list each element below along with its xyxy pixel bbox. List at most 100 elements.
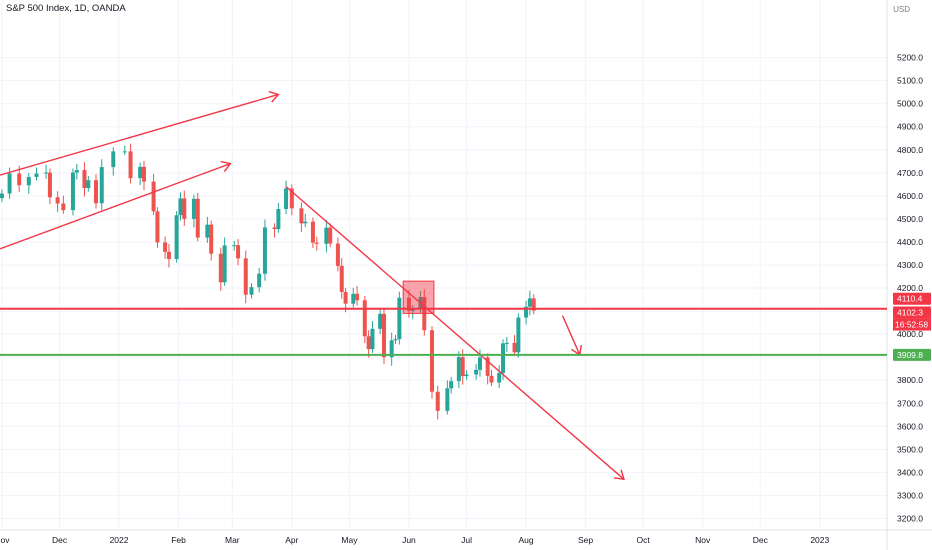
candle-body — [435, 391, 440, 411]
projection-arrow — [561, 315, 581, 356]
candle-body — [381, 313, 386, 358]
x-tick-label: 2022 — [110, 535, 129, 545]
candle-body — [70, 172, 75, 211]
channel-lower-arrow — [0, 162, 231, 250]
candle-body — [128, 151, 133, 179]
y-tick-label: 3700.0 — [897, 398, 923, 408]
currency-label: USD — [893, 5, 910, 14]
x-tick-label: 2023 — [810, 535, 829, 545]
candle-body — [55, 197, 60, 204]
y-tick-label: 4900.0 — [897, 122, 923, 132]
candle-body — [141, 166, 146, 182]
candle-body — [272, 227, 277, 230]
countdown-tag-bg — [893, 318, 931, 331]
candle-body — [355, 293, 360, 301]
candle-body — [324, 227, 329, 244]
candle-body — [289, 188, 294, 209]
candle-body — [276, 209, 281, 230]
x-tick-label: Dec — [753, 535, 769, 545]
candle-body — [44, 172, 49, 174]
candle-body — [0, 193, 4, 199]
candle-body — [257, 273, 262, 288]
x-tick-label: Aug — [518, 535, 533, 545]
candle-body — [370, 328, 375, 350]
candle-body — [328, 227, 333, 244]
resistance-price-tag: 4110.4 — [897, 294, 923, 304]
x-tick-label: Jun — [402, 535, 416, 545]
y-tick-label: 4000.0 — [897, 329, 923, 339]
candle-body — [232, 245, 237, 247]
candle-body — [343, 291, 348, 304]
candle-body — [516, 317, 521, 353]
y-tick-label: 4500.0 — [897, 214, 923, 224]
y-tick-label: 4400.0 — [897, 237, 923, 247]
candle-body — [26, 176, 31, 186]
candle-body — [209, 224, 214, 254]
downtrend-arrow-head — [613, 469, 625, 481]
downtrend-arrow — [285, 186, 625, 480]
candle-body — [477, 357, 482, 370]
candle-body — [445, 388, 450, 411]
candle-body — [501, 343, 506, 374]
candle-body — [195, 198, 200, 238]
last-price-tag-bg — [893, 306, 931, 319]
candle-body — [82, 170, 87, 189]
candle-body — [310, 221, 315, 243]
candle-body — [335, 243, 340, 266]
x-tick-label: Nov — [0, 535, 10, 545]
candle-body — [86, 180, 91, 189]
candle-body — [47, 172, 52, 198]
candle-body — [218, 253, 223, 283]
candle-body — [299, 208, 304, 224]
x-tick-label: Dec — [52, 535, 68, 545]
candle-body — [314, 242, 319, 244]
candle-body — [174, 215, 179, 260]
candle-body — [249, 287, 254, 295]
y-tick-label: 3600.0 — [897, 421, 923, 431]
candle-body — [504, 342, 509, 344]
x-tick-label: Mar — [225, 535, 240, 545]
candle-body — [531, 298, 536, 311]
candle-body — [205, 224, 210, 238]
candle-body — [111, 151, 116, 168]
candle-body — [406, 297, 411, 311]
channel-lower-arrow-head — [220, 160, 232, 172]
candle-body — [303, 221, 308, 224]
y-tick-label: 4600.0 — [897, 191, 923, 201]
candle-body — [74, 170, 79, 173]
support-price-tag: 3909.8 — [897, 350, 923, 360]
y-tick-label: 3500.0 — [897, 444, 923, 454]
candle-body — [155, 211, 160, 243]
candle-body — [512, 342, 517, 353]
candle-body — [397, 297, 402, 340]
y-tick-label: 4300.0 — [897, 260, 923, 270]
y-tick-label: 3200.0 — [897, 513, 923, 523]
candle-body — [182, 198, 187, 219]
candle-body — [527, 298, 532, 307]
candle-body — [236, 245, 241, 259]
support-price-tag-bg — [893, 348, 931, 361]
candle-body — [378, 313, 383, 329]
x-tick-label: Sep — [578, 535, 593, 545]
channel-upper-arrow — [0, 93, 279, 176]
candle-body — [464, 374, 469, 377]
candle-body — [262, 227, 267, 274]
candle-body — [166, 251, 171, 260]
candle-body — [7, 173, 12, 194]
candle-body — [284, 188, 289, 210]
y-tick-label: 3800.0 — [897, 375, 923, 385]
candle-body — [61, 203, 66, 211]
x-tick-label: May — [341, 535, 358, 545]
candle-body — [524, 306, 529, 318]
y-tick-label: 5100.0 — [897, 76, 923, 86]
chart-title: S&P 500 Index, 1D, OANDA — [6, 3, 126, 14]
x-tick-label: Apr — [285, 535, 298, 545]
x-tick-label: Jul — [461, 535, 472, 545]
candle-body — [151, 181, 156, 212]
candle-body — [222, 245, 227, 283]
candle-body — [429, 330, 434, 392]
candle-body — [93, 180, 98, 204]
candle-body — [393, 339, 398, 341]
